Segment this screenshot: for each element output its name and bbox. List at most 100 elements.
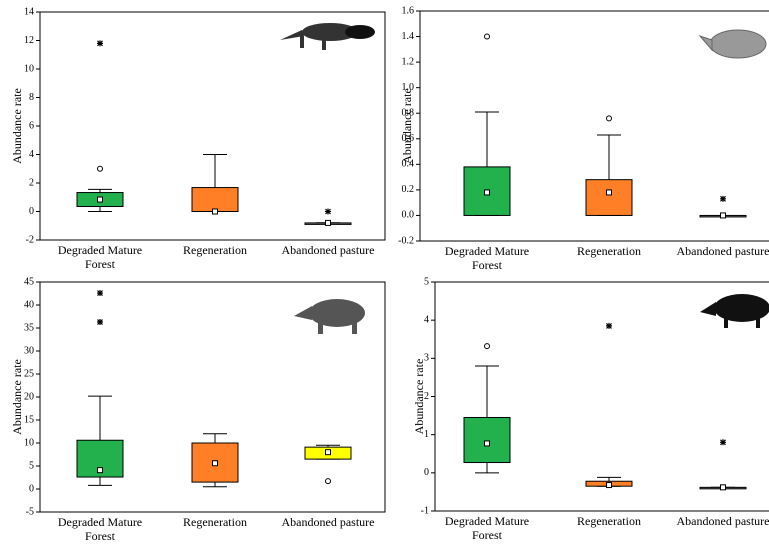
y-tick-label: 20 [24, 391, 34, 402]
x-tick-label: Degraded Mature Forest [57, 515, 143, 543]
y-tick-label: 0.8 [402, 108, 415, 119]
y-tick-label: 1.6 [402, 5, 415, 16]
box [463, 166, 511, 216]
armadillo-icon [698, 29, 767, 59]
median-marker [484, 440, 490, 447]
x-tick-label-box: Degraded Mature Forest [57, 243, 143, 271]
x-tick-label-box: Regeneration [183, 243, 247, 257]
extreme [606, 322, 612, 329]
x-tick-label-box: Degraded Mature Forest [444, 514, 530, 542]
plot-frame [434, 281, 769, 512]
y-tick-label: 0 [29, 483, 34, 494]
median-marker [212, 208, 218, 215]
y-tick-label: -2 [26, 234, 34, 245]
median-marker [97, 467, 103, 474]
y-tick-label: 1 [424, 429, 429, 440]
plot-frame [419, 10, 769, 242]
x-tick-label-box: Abandoned pasture [281, 243, 375, 257]
y-tick-label: 35 [24, 322, 34, 333]
x-tick-label: Regeneration [577, 514, 641, 528]
y-tick-label: 25 [24, 368, 34, 379]
median-marker [606, 482, 612, 489]
y-tick-label: 0.4 [402, 159, 415, 170]
median-marker [97, 196, 103, 203]
peccary-icon [700, 294, 769, 328]
x-tick-label-box: Degraded Mature Forest [444, 244, 530, 272]
y-tick-label: 0 [29, 206, 34, 217]
y-tick-label: 14 [24, 6, 34, 17]
y-tick-label: 4 [424, 314, 429, 325]
x-tick-label: Regeneration [183, 515, 247, 529]
y-tick-label: 4 [29, 149, 34, 160]
extreme [97, 319, 103, 326]
anteater-icon [280, 23, 375, 50]
y-tick-label: 10 [24, 63, 34, 74]
median-marker [720, 484, 726, 491]
x-tick-label-box: Regeneration [577, 244, 641, 258]
x-tick-label: Regeneration [183, 243, 247, 257]
y-tick-label: 1.0 [402, 82, 415, 93]
y-tick-label: 0.2 [402, 184, 415, 195]
x-tick-label: Abandoned pasture [676, 244, 769, 258]
y-axis-label: Abundance rate [412, 359, 426, 435]
y-tick-label: 12 [24, 35, 34, 46]
y-tick-label: 8 [29, 92, 34, 103]
extreme [720, 195, 726, 202]
x-tick-label-box: Abandoned pasture [676, 244, 769, 258]
y-tick-label: 5 [29, 460, 34, 471]
y-tick-label: 5 [424, 276, 429, 287]
y-tick-label: 30 [24, 345, 34, 356]
y-tick-label: 15 [24, 414, 34, 425]
y-tick-label: -5 [26, 506, 34, 517]
x-tick-label: Abandoned pasture [281, 243, 375, 257]
box [585, 179, 633, 216]
median-marker [720, 212, 726, 219]
outlier [484, 343, 490, 350]
y-tick-label: 6 [29, 120, 34, 131]
y-tick-label: 0.0 [402, 210, 415, 221]
x-tick-label-box: Regeneration [577, 514, 641, 528]
y-tick-label: 0 [424, 467, 429, 478]
y-tick-label: 40 [24, 299, 34, 310]
tapir-icon [294, 299, 365, 334]
x-tick-label: Regeneration [577, 244, 641, 258]
y-tick-label: 1.2 [402, 56, 415, 67]
outlier [325, 478, 331, 485]
extreme [97, 290, 103, 297]
median-marker [212, 460, 218, 467]
x-tick-label: Abandoned pasture [281, 515, 375, 529]
box [463, 416, 511, 464]
extreme [720, 439, 726, 446]
x-tick-label: Degraded Mature Forest [444, 244, 530, 272]
outlier [606, 115, 612, 122]
x-tick-label-box: Regeneration [183, 515, 247, 529]
y-tick-label: 10 [24, 437, 34, 448]
box [191, 187, 239, 212]
y-tick-label: 3 [424, 353, 429, 364]
y-tick-label: -1 [421, 505, 429, 516]
y-axis-label: Abundance rate [400, 88, 414, 164]
median-marker [325, 449, 331, 456]
extreme [325, 208, 331, 215]
x-tick-label: Degraded Mature Forest [57, 243, 143, 271]
outlier [97, 165, 103, 172]
x-tick-label-box: Abandoned pasture [281, 515, 375, 529]
y-tick-label: 1.4 [402, 31, 415, 42]
median-marker [484, 189, 490, 196]
y-axis-label: Abundance rate [10, 88, 24, 164]
extreme [97, 40, 103, 47]
median-marker [606, 189, 612, 196]
x-tick-label: Abandoned pasture [676, 514, 769, 528]
y-tick-label: 2 [29, 177, 34, 188]
x-tick-label-box: Abandoned pasture [676, 514, 769, 528]
y-tick-label: 45 [24, 276, 34, 287]
y-axis-label: Abundance rate [10, 359, 24, 435]
y-tick-label: -0.2 [398, 235, 414, 246]
y-tick-label: 2 [424, 391, 429, 402]
x-tick-label-box: Degraded Mature Forest [57, 515, 143, 543]
x-tick-label: Degraded Mature Forest [444, 514, 530, 542]
outlier [484, 33, 490, 40]
y-tick-label: 0.6 [402, 133, 415, 144]
median-marker [325, 219, 331, 226]
